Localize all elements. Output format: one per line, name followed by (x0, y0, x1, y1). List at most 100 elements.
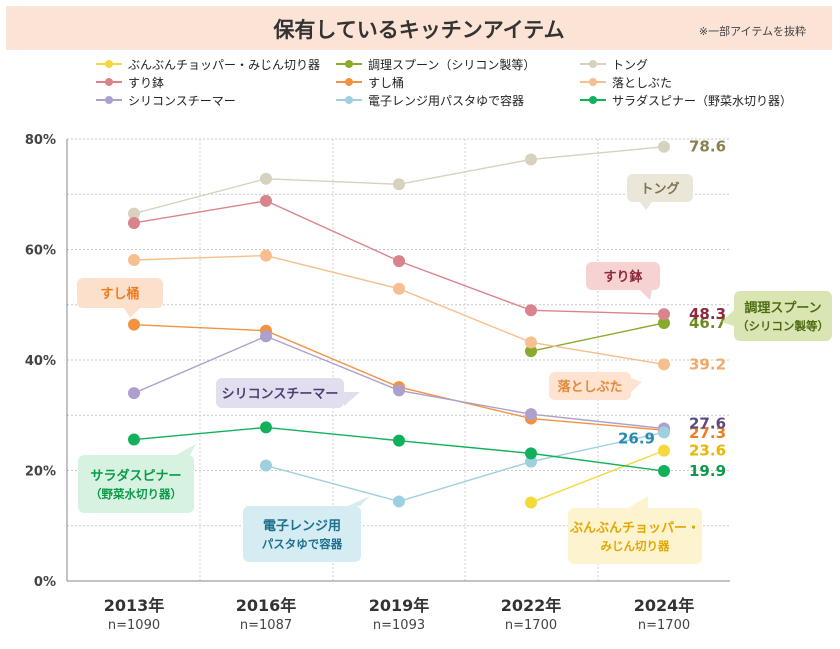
legend-label: トング (612, 58, 649, 72)
end-value-label: 26.9 (618, 429, 655, 447)
callout-label: 電子レンジ用 (263, 519, 341, 534)
y-tick-label: 60% (25, 244, 56, 259)
data-point (393, 384, 405, 397)
legend-label: 電子レンジ用パスタゆで容器 (368, 94, 525, 108)
legend-swatch-dot (345, 96, 353, 104)
callout-box (586, 262, 660, 290)
legend-swatch-dot (105, 78, 113, 86)
x-tick-year: 2013年 (103, 596, 165, 615)
y-tick-label: 80% (25, 133, 56, 148)
data-point (658, 444, 670, 457)
x-tick-label: 2013年 n=1090 (74, 592, 194, 633)
data-point (128, 207, 140, 220)
x-tick-year: 2019年 (368, 596, 430, 615)
data-point (525, 408, 537, 421)
data-point (128, 216, 140, 229)
legend-swatch-dot (589, 60, 597, 68)
series-line (265, 431, 665, 503)
data-point (393, 282, 405, 295)
callout-label: すり鉢 (603, 269, 643, 285)
data-point (260, 330, 272, 343)
data-point (393, 495, 405, 508)
data-point (525, 336, 537, 349)
data-point (128, 387, 140, 400)
x-tick-sample-size: n=1700 (637, 618, 691, 633)
legend-label: サラダスピナー（野菜水切り器） (612, 94, 793, 108)
callout-tail (631, 378, 642, 392)
y-tick-label: 40% (25, 354, 56, 369)
x-tick-sample-size: n=1093 (372, 618, 426, 633)
data-point (393, 255, 405, 268)
callout-label: サラダスピナー (90, 468, 181, 484)
x-tick-sample-size: n=1700 (504, 618, 558, 633)
callout-box (568, 508, 702, 564)
end-value-label: 19.9 (689, 462, 726, 480)
legend-label: シリコンスチーマー (128, 94, 236, 108)
callout-label: トング (640, 181, 679, 197)
data-point (525, 496, 537, 509)
data-point (260, 421, 272, 434)
callout-label: 落としぶた (557, 379, 622, 395)
x-tick-label: 2024年 n=1700 (604, 592, 724, 633)
callout-tail (344, 392, 360, 406)
data-point (525, 447, 537, 460)
data-point (525, 153, 537, 166)
x-tick-label: 2022年 n=1700 (471, 592, 591, 633)
callout-label: ぶんぶんチョッパー・ (569, 521, 700, 536)
legend-label: 調理スプーン（シリコン製等） (368, 58, 536, 72)
title-bar: 保有しているキッチンアイテム ※一部アイテムを抜粋 (6, 6, 832, 50)
callout-tail (640, 290, 652, 300)
callout-label: （野菜水切り器） (90, 487, 182, 501)
x-tick-label: 2019年 n=1093 (339, 592, 459, 633)
data-point (658, 140, 670, 153)
callout-label: みじん切り器 (601, 539, 670, 553)
chart-note: ※一部アイテムを抜粋 (698, 25, 806, 38)
data-point (128, 433, 140, 446)
end-value-label: 27.6 (689, 415, 726, 433)
data-point (525, 345, 537, 358)
legend-swatch-dot (589, 96, 597, 104)
data-point (525, 304, 537, 317)
data-point (260, 194, 272, 207)
series-line (133, 254, 665, 366)
legend-swatch-dot (589, 78, 597, 86)
end-value-label: 27.3 (689, 424, 726, 442)
data-point (658, 358, 670, 371)
data-point (658, 426, 670, 439)
legend-label: すり鉢 (128, 76, 165, 90)
callout-label: シリコンスチーマー (222, 387, 339, 402)
data-point (128, 253, 140, 266)
legend-swatch-dot (345, 78, 353, 86)
legend-swatch-dot (105, 60, 113, 68)
end-value-label: 46.7 (689, 314, 726, 332)
end-value-label: 23.6 (689, 442, 726, 460)
callout-tail (124, 308, 140, 318)
callout-tail (348, 496, 370, 506)
y-tick-label: 20% (25, 465, 56, 480)
callout-box (549, 372, 631, 400)
data-point (260, 249, 272, 262)
data-point (658, 316, 670, 329)
callout-tail (722, 310, 734, 326)
callout-box (216, 378, 344, 408)
callout-box (627, 174, 693, 202)
callout-label: すし桶 (100, 286, 139, 302)
legend-swatch-dot (105, 96, 113, 104)
data-point (128, 318, 140, 331)
legend-label: ぶんぶんチョッパー・みじん切り器 (128, 58, 321, 72)
x-tick-year: 2016年 (235, 596, 297, 615)
callout-label: （シリコン製等） (737, 319, 829, 333)
callout-tail (628, 496, 648, 508)
callout-label: パスタゆで容器 (262, 537, 343, 551)
callout-tail (640, 202, 652, 210)
x-tick-sample-size: n=1087 (239, 618, 293, 633)
x-tick-sample-size: n=1090 (107, 618, 161, 633)
y-tick-label: 0% (34, 575, 56, 590)
end-value-label: 48.3 (689, 305, 726, 323)
data-point (260, 459, 272, 472)
chart-title: 保有しているキッチンアイテム (273, 18, 565, 42)
end-value-label: 39.2 (689, 355, 726, 373)
data-point (393, 178, 405, 191)
data-point (525, 455, 537, 468)
